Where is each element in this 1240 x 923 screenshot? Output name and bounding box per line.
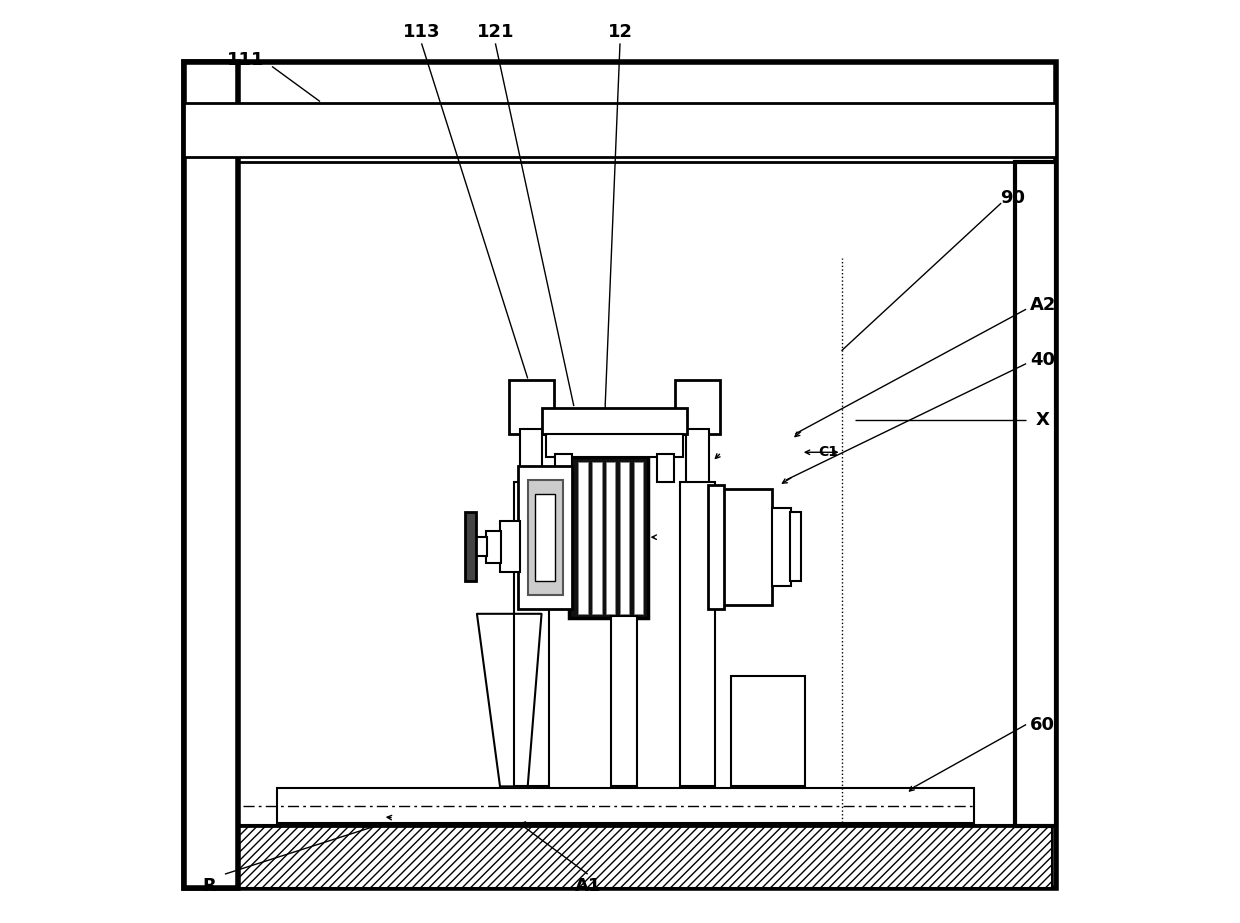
Bar (606, 462, 615, 614)
Bar (546, 434, 683, 457)
Bar (593, 462, 601, 614)
Bar (611, 616, 636, 786)
Text: 90: 90 (999, 189, 1024, 208)
Bar (500, 521, 521, 572)
Text: 40: 40 (1030, 351, 1055, 369)
Text: 113: 113 (403, 23, 440, 42)
Bar (185, 103, 1055, 157)
Polygon shape (477, 614, 542, 786)
Bar (773, 508, 791, 586)
Bar (556, 454, 572, 482)
Text: C1: C1 (818, 445, 838, 460)
Bar (521, 429, 542, 485)
Bar (790, 512, 801, 581)
Bar (465, 512, 476, 581)
Bar (518, 466, 572, 609)
Bar (687, 429, 708, 485)
Bar (676, 380, 719, 434)
Bar (238, 825, 1052, 888)
Bar (1016, 162, 1055, 826)
Text: 111: 111 (227, 51, 265, 69)
Text: 12: 12 (608, 23, 632, 42)
Text: 60: 60 (1030, 715, 1055, 734)
Bar (634, 462, 644, 614)
Text: A1: A1 (574, 877, 601, 895)
Bar (680, 482, 715, 786)
Text: 121: 121 (476, 23, 515, 42)
Text: A2: A2 (1029, 295, 1056, 314)
Bar (528, 480, 563, 595)
Bar (657, 454, 673, 482)
Bar (513, 482, 549, 786)
Bar (620, 462, 629, 614)
Bar (238, 162, 1052, 826)
Bar (542, 408, 687, 434)
Bar (510, 380, 553, 434)
Bar (579, 462, 588, 614)
Bar (536, 494, 556, 581)
Bar (185, 62, 238, 888)
Bar (486, 531, 501, 563)
Bar (708, 485, 724, 609)
Bar (472, 537, 487, 556)
Bar (277, 788, 973, 823)
Text: X: X (1035, 411, 1050, 429)
Bar (185, 62, 1055, 888)
Text: R: R (202, 877, 216, 895)
Bar (569, 457, 647, 618)
Bar (722, 489, 773, 605)
Bar (730, 676, 805, 786)
